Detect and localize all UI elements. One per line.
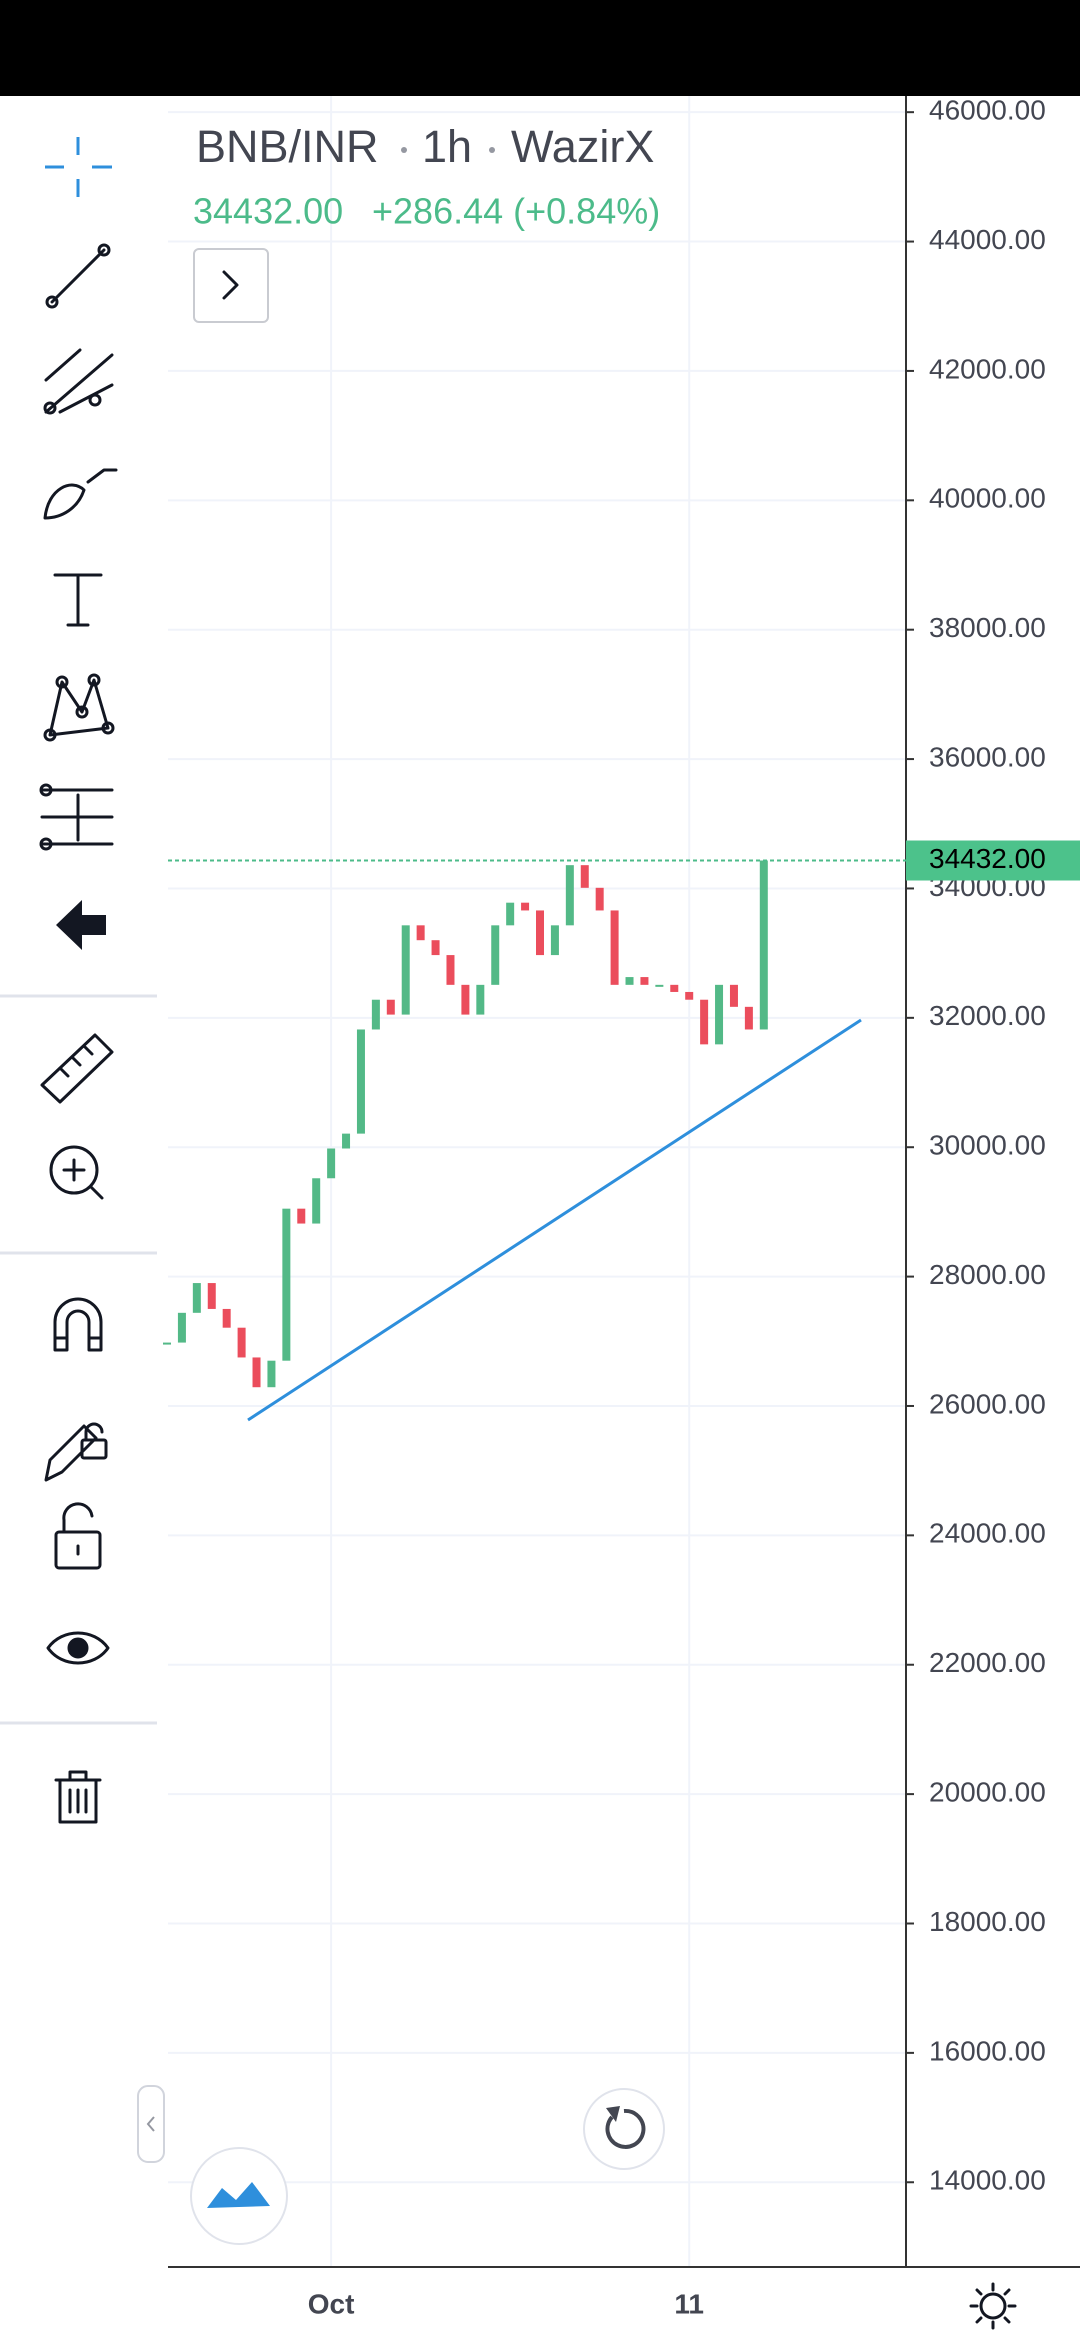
x-tick-label: 11 bbox=[674, 2288, 704, 2319]
lock-drawings-tool[interactable] bbox=[44, 1422, 108, 1482]
x-tick-label: Oct bbox=[308, 2288, 355, 2319]
candle bbox=[536, 910, 544, 956]
candle bbox=[685, 991, 694, 1000]
y-tick-label: 24000.00 bbox=[929, 1518, 1046, 1549]
candle bbox=[655, 984, 664, 987]
visibility-tool[interactable] bbox=[46, 1631, 110, 1665]
candle bbox=[625, 977, 634, 985]
candle bbox=[610, 910, 619, 985]
symbol: BNB/INR bbox=[196, 121, 379, 172]
candle bbox=[237, 1327, 246, 1358]
toolbar bbox=[0, 137, 157, 1824]
y-tick-label: 26000.00 bbox=[929, 1388, 1046, 1419]
reset-button[interactable] bbox=[583, 2088, 665, 2170]
candle bbox=[744, 1006, 753, 1030]
prediction-tool[interactable] bbox=[39, 783, 114, 851]
candle bbox=[207, 1283, 216, 1309]
y-tick-label: 22000.00 bbox=[929, 1647, 1046, 1678]
candle bbox=[192, 1283, 201, 1313]
y-tick-label: 18000.00 bbox=[929, 1906, 1046, 1937]
candle bbox=[491, 925, 500, 985]
candle bbox=[416, 925, 425, 941]
y-tick-label: 30000.00 bbox=[929, 1130, 1046, 1161]
settings-button[interactable] bbox=[969, 2282, 1017, 2330]
candle bbox=[327, 1148, 336, 1179]
candle bbox=[252, 1357, 261, 1388]
candle bbox=[342, 1133, 351, 1149]
fib-tool[interactable] bbox=[43, 348, 114, 415]
magnet-tool[interactable] bbox=[53, 1297, 103, 1352]
trend-line[interactable] bbox=[247, 1018, 862, 1422]
text-tool[interactable] bbox=[53, 573, 103, 627]
candle bbox=[565, 865, 574, 926]
lock-tool[interactable] bbox=[54, 1502, 102, 1570]
candle bbox=[446, 955, 455, 985]
chevron bbox=[222, 270, 239, 300]
candle bbox=[640, 977, 649, 985]
y-tick-label: 38000.00 bbox=[929, 612, 1046, 643]
candle bbox=[521, 902, 530, 911]
candle bbox=[401, 925, 410, 1015]
y-tick-label: 46000.00 bbox=[929, 95, 1046, 126]
expand-button[interactable] bbox=[193, 248, 269, 323]
price-change: +286.44 (+0.84%) bbox=[372, 191, 660, 232]
y-tick-label: 14000.00 bbox=[929, 2165, 1046, 2196]
delete-tool[interactable] bbox=[54, 1770, 102, 1824]
last-price-tag bbox=[906, 840, 1080, 881]
separator-dot bbox=[401, 147, 407, 153]
ruler-tool[interactable] bbox=[40, 1033, 114, 1104]
y-tick-label: 28000.00 bbox=[929, 1259, 1046, 1290]
candle bbox=[222, 1308, 231, 1328]
trendline-tool[interactable] bbox=[45, 243, 111, 309]
chart-plot: 46000.00 44000.00 42000.00 40000.00 38000.00… bbox=[163, 95, 1046, 2319]
candle bbox=[715, 984, 724, 1045]
last-price: 34432.00 bbox=[193, 191, 343, 232]
candle bbox=[282, 1208, 291, 1361]
candle bbox=[312, 1178, 321, 1224]
candle bbox=[386, 999, 395, 1015]
zoom-tool[interactable] bbox=[49, 1145, 104, 1200]
candle bbox=[595, 887, 604, 911]
candle bbox=[177, 1312, 186, 1343]
candle bbox=[506, 902, 515, 926]
status-bar bbox=[0, 0, 1080, 96]
interval: 1h bbox=[422, 121, 472, 172]
candle bbox=[431, 940, 440, 956]
y-tick-label: 40000.00 bbox=[929, 483, 1046, 514]
y-tick-label: 42000.00 bbox=[929, 353, 1046, 384]
candle bbox=[297, 1208, 306, 1224]
candle bbox=[371, 999, 380, 1030]
logo-button[interactable] bbox=[190, 2147, 288, 2245]
candle bbox=[267, 1360, 276, 1388]
back-tool[interactable] bbox=[56, 900, 106, 950]
candle bbox=[476, 984, 485, 1015]
candle bbox=[729, 984, 738, 1007]
candle bbox=[580, 865, 589, 888]
pattern-tool[interactable] bbox=[43, 673, 115, 742]
y-tick-label: 16000.00 bbox=[929, 2035, 1046, 2066]
collapse-tab[interactable] bbox=[137, 2085, 165, 2163]
exchange: WazirX bbox=[511, 121, 654, 172]
crosshair-tool[interactable] bbox=[45, 137, 112, 197]
expand-box[interactable] bbox=[193, 248, 269, 323]
candle bbox=[670, 984, 679, 992]
candle bbox=[700, 999, 709, 1045]
candle bbox=[461, 984, 470, 1015]
candle bbox=[550, 925, 559, 956]
separator-dot bbox=[489, 147, 495, 153]
candle bbox=[759, 860, 768, 1030]
y-tick-label: 44000.00 bbox=[929, 224, 1046, 255]
y-tick-label: 32000.00 bbox=[929, 1000, 1046, 1031]
candle bbox=[356, 1029, 365, 1134]
candle bbox=[163, 1342, 171, 1345]
brush-tool[interactable] bbox=[43, 468, 118, 520]
y-tick-label: 20000.00 bbox=[929, 1777, 1046, 1808]
last-price-label: 34432.00 bbox=[929, 843, 1046, 874]
y-tick-label: 36000.00 bbox=[929, 741, 1046, 772]
